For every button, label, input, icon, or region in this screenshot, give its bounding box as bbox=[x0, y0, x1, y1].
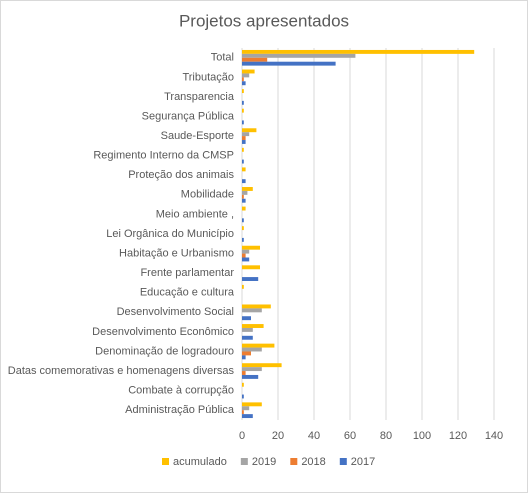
bar bbox=[242, 257, 250, 262]
y-tick-label: Saude-Esporte bbox=[161, 130, 234, 142]
bar bbox=[242, 253, 246, 258]
y-tick-label: Tributação bbox=[182, 71, 234, 83]
bar bbox=[242, 382, 244, 387]
bar bbox=[242, 198, 246, 203]
y-tick-label: Regimento Interno da CMSP bbox=[93, 150, 234, 162]
bar bbox=[242, 245, 260, 250]
bar bbox=[242, 179, 246, 184]
bar bbox=[242, 73, 250, 78]
bar bbox=[242, 402, 262, 407]
bar bbox=[242, 367, 262, 372]
bar bbox=[242, 327, 253, 332]
bar bbox=[242, 249, 250, 254]
x-tick-label: 0 bbox=[239, 430, 245, 442]
x-tick-label: 60 bbox=[344, 430, 356, 442]
y-tick-label: Desenvolvimento Econômico bbox=[92, 326, 234, 338]
y-tick-label: Habitação e Urbanismo bbox=[119, 247, 234, 259]
bar bbox=[242, 147, 244, 152]
bar bbox=[242, 394, 244, 399]
bar bbox=[242, 324, 264, 328]
x-tick-label: 20 bbox=[272, 430, 284, 442]
bar bbox=[242, 49, 475, 54]
bar bbox=[242, 128, 257, 133]
bar bbox=[242, 61, 336, 66]
bar bbox=[242, 277, 259, 281]
legend-swatch bbox=[240, 458, 248, 465]
bar bbox=[242, 265, 260, 270]
x-tick-label: 100 bbox=[413, 430, 431, 442]
y-tick-label: Administração Pública bbox=[125, 404, 235, 416]
bar bbox=[242, 347, 262, 352]
bar bbox=[242, 77, 244, 82]
bar bbox=[242, 316, 251, 321]
y-tick-label: Combate à corrupção bbox=[128, 385, 234, 397]
bar bbox=[242, 100, 244, 105]
y-tick-label: Denominação de logradouro bbox=[95, 345, 234, 357]
bar bbox=[242, 343, 275, 348]
bar bbox=[242, 159, 244, 164]
bar bbox=[242, 57, 268, 62]
bar bbox=[242, 53, 356, 58]
bar bbox=[242, 371, 246, 375]
bar bbox=[242, 374, 259, 379]
legend-swatch bbox=[339, 458, 347, 465]
legend-label: 2018 bbox=[301, 456, 325, 468]
y-tick-label: Datas comemorativas e homenagens diversa… bbox=[8, 365, 235, 377]
bar bbox=[242, 308, 262, 313]
bar bbox=[242, 355, 246, 360]
bar bbox=[242, 218, 244, 223]
bar bbox=[242, 108, 244, 113]
bar bbox=[242, 194, 244, 199]
y-tick-label: Mobilidade bbox=[181, 189, 234, 201]
bar bbox=[242, 363, 282, 368]
bar bbox=[242, 187, 253, 191]
bar bbox=[242, 140, 246, 144]
bar bbox=[242, 206, 246, 211]
bar bbox=[242, 304, 271, 309]
bar bbox=[242, 414, 253, 419]
bar bbox=[242, 89, 244, 94]
bar bbox=[242, 81, 246, 86]
y-tick-label: Meio ambiente , bbox=[156, 208, 234, 220]
y-tick-label: Total bbox=[211, 52, 234, 64]
bar bbox=[242, 167, 246, 172]
y-tick-label: Desenvolvimento Social bbox=[117, 306, 234, 318]
legend-label: 2019 bbox=[252, 456, 276, 468]
legend-swatch bbox=[290, 458, 298, 465]
legend-swatch bbox=[162, 458, 169, 465]
y-tick-label: Proteção dos animais bbox=[128, 169, 234, 181]
x-tick-label: 40 bbox=[308, 430, 320, 442]
bar bbox=[242, 237, 244, 242]
x-tick-label: 80 bbox=[380, 430, 392, 442]
bar bbox=[242, 351, 251, 356]
legend-label: acumulado bbox=[173, 456, 227, 468]
bar bbox=[242, 226, 244, 231]
bar bbox=[242, 284, 244, 289]
bar bbox=[242, 132, 250, 137]
bar bbox=[242, 69, 255, 74]
bar bbox=[242, 136, 246, 141]
bar bbox=[242, 410, 244, 415]
y-tick-label: Educação e cultura bbox=[140, 287, 235, 299]
bar bbox=[242, 190, 248, 195]
x-tick-label: 120 bbox=[449, 430, 467, 442]
chart-title: Projetos apresentados bbox=[179, 11, 349, 30]
bar bbox=[242, 406, 250, 411]
bar bbox=[242, 120, 244, 125]
y-tick-label: Frente parlamentar bbox=[140, 267, 234, 279]
y-tick-label: Lei Orgânica do Município bbox=[106, 228, 234, 240]
legend-label: 2017 bbox=[351, 456, 375, 468]
x-tick-label: 140 bbox=[485, 430, 503, 442]
bar bbox=[242, 335, 253, 340]
y-tick-label: Segurança Pública bbox=[142, 110, 235, 122]
y-tick-label: Transparencia bbox=[164, 91, 235, 103]
